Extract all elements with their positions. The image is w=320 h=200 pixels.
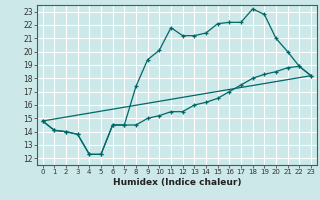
X-axis label: Humidex (Indice chaleur): Humidex (Indice chaleur): [113, 178, 241, 187]
